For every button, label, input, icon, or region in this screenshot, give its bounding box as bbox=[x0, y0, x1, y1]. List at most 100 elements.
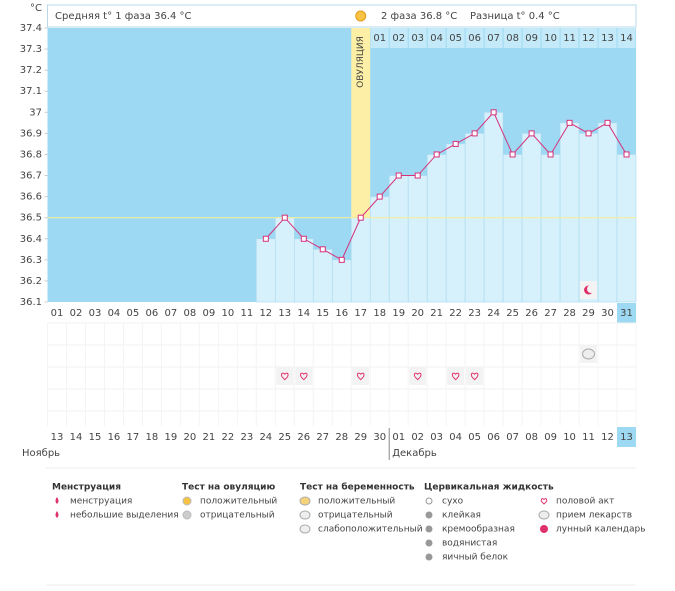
legend-item: клейкая bbox=[442, 511, 481, 521]
x-tick-label: 25 bbox=[506, 308, 519, 319]
date-label: 03 bbox=[430, 432, 443, 443]
x-tick-label: 20 bbox=[411, 308, 424, 319]
luteal-day: 02 bbox=[392, 33, 405, 44]
date-label: 11 bbox=[582, 432, 595, 443]
heart bbox=[300, 372, 308, 381]
luteal-cell bbox=[370, 28, 389, 48]
date-label: 28 bbox=[335, 432, 348, 443]
point bbox=[414, 172, 421, 179]
x-tick-label: 11 bbox=[240, 308, 253, 319]
today-date-cell bbox=[617, 427, 636, 447]
point bbox=[566, 119, 573, 126]
legend-item: менструация bbox=[70, 497, 132, 507]
x-tick-label: 30 bbox=[601, 308, 614, 319]
legend-item: положительный bbox=[200, 497, 277, 507]
luteal-cell bbox=[389, 28, 408, 48]
luteal-cell bbox=[484, 28, 503, 48]
legend-icon bbox=[299, 524, 311, 534]
bar bbox=[426, 154, 447, 303]
legend-item: половой акт bbox=[556, 497, 614, 507]
y-tick-label: 36.6 bbox=[20, 192, 42, 203]
luteal-cell bbox=[503, 28, 522, 48]
legend-icon bbox=[425, 497, 433, 505]
point bbox=[623, 151, 630, 158]
bar bbox=[483, 112, 504, 303]
point bbox=[281, 214, 288, 221]
today-cell bbox=[617, 303, 636, 323]
luteal-day: 09 bbox=[525, 33, 538, 44]
x-tick-label: 26 bbox=[525, 308, 538, 319]
heart-cell bbox=[447, 367, 465, 385]
bar bbox=[597, 122, 618, 303]
legend-icon bbox=[55, 511, 59, 518]
date-label: 19 bbox=[165, 432, 178, 443]
ovulation-icon bbox=[355, 10, 367, 22]
date-label: 10 bbox=[563, 432, 576, 443]
x-tick-label: 27 bbox=[544, 308, 557, 319]
luteal-day: 07 bbox=[487, 33, 500, 44]
difference: Разница t° 0.4 °C bbox=[470, 11, 560, 22]
luteal-day: 06 bbox=[468, 33, 481, 44]
month-label: Ноябрь bbox=[22, 448, 60, 459]
date-label: 04 bbox=[449, 432, 462, 443]
x-tick-label: 01 bbox=[51, 308, 64, 319]
date-label: 02 bbox=[411, 432, 424, 443]
x-tick-label: 06 bbox=[146, 308, 159, 319]
luteal-day: 08 bbox=[506, 33, 519, 44]
x-tick-label: 07 bbox=[165, 308, 178, 319]
ovulation-label: ОВУЛЯЦИЯ bbox=[356, 36, 366, 88]
date-label: 26 bbox=[297, 432, 310, 443]
luteal-cell bbox=[579, 28, 598, 48]
x-tick-label: 04 bbox=[108, 308, 121, 319]
point bbox=[585, 130, 592, 137]
bar bbox=[407, 175, 428, 303]
date-label: 27 bbox=[316, 432, 329, 443]
date-label: 22 bbox=[221, 432, 234, 443]
point bbox=[528, 130, 535, 137]
legend-item: яичный белок bbox=[442, 553, 509, 563]
legend-icon bbox=[299, 510, 311, 520]
x-tick-label: 02 bbox=[70, 308, 83, 319]
date-label: 05 bbox=[468, 432, 481, 443]
point bbox=[604, 119, 611, 126]
point bbox=[300, 235, 307, 242]
legend-icon bbox=[540, 525, 548, 533]
pill bbox=[582, 348, 596, 360]
point bbox=[433, 151, 440, 158]
legend-item: лунный календарь bbox=[556, 525, 646, 535]
legend-icon bbox=[540, 498, 548, 505]
x-tick-label: 17 bbox=[354, 308, 367, 319]
date-label: 17 bbox=[127, 432, 140, 443]
x-tick-label: 29 bbox=[582, 308, 595, 319]
date-label: 12 bbox=[601, 432, 614, 443]
date-label: 07 bbox=[506, 432, 519, 443]
legend-icon bbox=[182, 496, 192, 506]
x-tick-label: 10 bbox=[221, 308, 234, 319]
point bbox=[376, 193, 383, 200]
y-tick-label: 36.7 bbox=[20, 171, 42, 182]
legend-icon bbox=[299, 496, 311, 506]
date-label: 18 bbox=[146, 432, 159, 443]
x-tick-label: 09 bbox=[202, 308, 215, 319]
x-tick-label: 19 bbox=[392, 308, 405, 319]
y-tick-label: 37 bbox=[29, 107, 42, 118]
luteal-day: 05 bbox=[449, 33, 462, 44]
legend-item: сухо bbox=[442, 497, 464, 507]
date-label: 21 bbox=[202, 432, 215, 443]
luteal-cell bbox=[617, 28, 636, 48]
bar bbox=[369, 196, 390, 303]
legend-item: отрицательный bbox=[200, 511, 275, 521]
date-label: 20 bbox=[184, 432, 197, 443]
y-tick-label: 36.4 bbox=[20, 234, 42, 245]
luteal-cell bbox=[408, 28, 427, 48]
date-label: 29 bbox=[354, 432, 367, 443]
luteal-cell bbox=[541, 28, 560, 48]
heart bbox=[470, 372, 479, 381]
bar bbox=[312, 249, 333, 303]
luteal-cell bbox=[598, 28, 617, 48]
bar bbox=[559, 122, 580, 303]
y-tick-label: 36.1 bbox=[20, 297, 42, 308]
x-tick-label: 15 bbox=[316, 308, 329, 319]
x-tick-label: 28 bbox=[563, 308, 576, 319]
